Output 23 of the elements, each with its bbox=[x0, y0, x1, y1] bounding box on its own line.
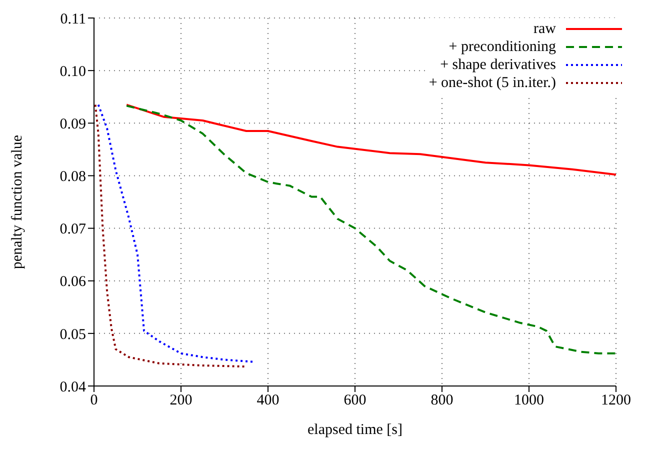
y-tick-label: 0.04 bbox=[60, 379, 86, 396]
line-series bbox=[126, 104, 616, 176]
legend-label: + one-shot (5 in.iter.) bbox=[428, 74, 556, 92]
x-tick-label: 800 bbox=[430, 392, 454, 409]
y-tick-label: 0.10 bbox=[60, 64, 86, 80]
x-tick-label: 600 bbox=[344, 392, 366, 409]
x-tick-label: 200 bbox=[170, 392, 192, 409]
legend-label: + preconditioning bbox=[448, 38, 556, 56]
y-tick-label: 0.08 bbox=[60, 169, 86, 186]
x-tick-label: 400 bbox=[256, 392, 280, 409]
x-tick-label: 1000 bbox=[514, 392, 544, 409]
legend-label: + shape derivatives bbox=[440, 56, 556, 74]
x-axis-title: elapsed time [s] bbox=[308, 422, 402, 438]
x-tick-label: 1200 bbox=[601, 392, 631, 409]
y-tick-label: 0.06 bbox=[60, 274, 86, 290]
line-series bbox=[126, 104, 616, 354]
y-axis-title: penalty function value bbox=[9, 134, 26, 270]
y-tick-label: 0.11 bbox=[60, 11, 86, 28]
x-tick-label: 0 bbox=[90, 392, 98, 409]
y-tick-label: 0.09 bbox=[60, 116, 86, 132]
y-tick-label: 0.05 bbox=[60, 326, 86, 343]
y-tick-label: 0.07 bbox=[60, 222, 86, 238]
legend-label: raw bbox=[534, 20, 556, 38]
